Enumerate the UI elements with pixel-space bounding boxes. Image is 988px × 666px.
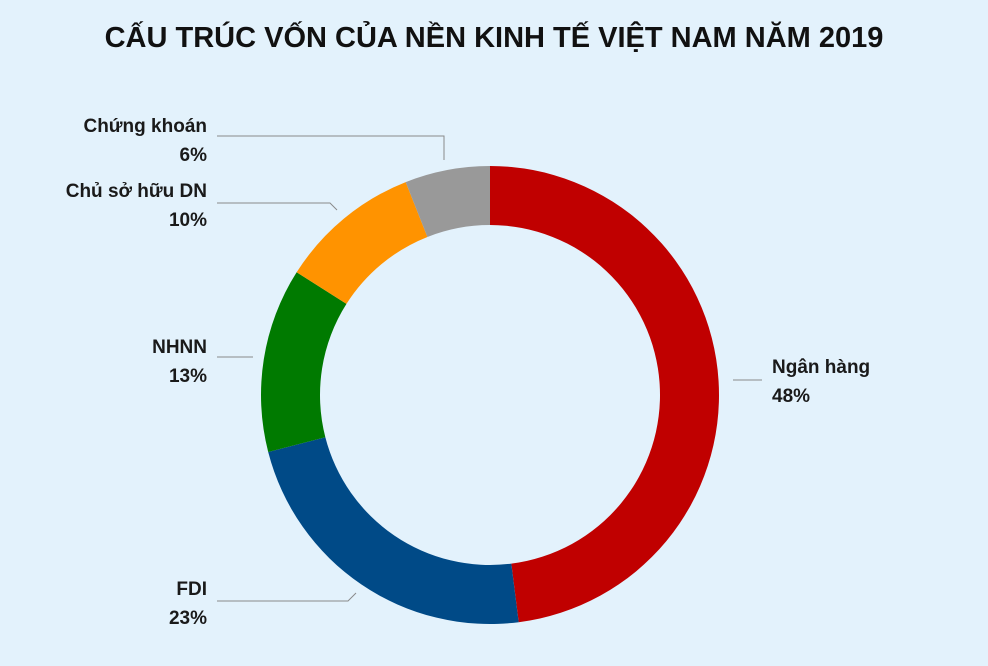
slice-labels: Ngân hàng 48% FDI 23% NHNN 13% Chủ sở hữu DN 10…	[66, 116, 870, 629]
donut-slices	[261, 166, 720, 624]
value-label-nhnn: 13%	[169, 366, 207, 387]
value-label-chung-khoan: 6%	[180, 145, 208, 166]
label-nhnn: NHNN	[152, 337, 207, 358]
value-label-fdi: 23%	[169, 608, 207, 629]
slice-fdi	[268, 437, 519, 624]
slice-ngan-hang	[490, 166, 720, 623]
leader-lines	[217, 135, 762, 602]
label-chung-khoan: Chứng khoán	[83, 116, 207, 137]
slice-chu-so-huu-dn	[296, 182, 428, 304]
chart-title: CẤU TRÚC VỐN CỦA NỀN KINH TẾ VIỆT NAM NĂ…	[104, 22, 884, 54]
leader-line-fdi	[217, 592, 357, 602]
slice-chung-khoan	[405, 166, 490, 237]
label-fdi: FDI	[176, 579, 207, 600]
slice-nhnn	[261, 272, 347, 452]
label-chu-so-huu-dn: Chủ sở hữu DN	[66, 181, 207, 202]
label-ngan-hang: Ngân hàng	[772, 357, 870, 378]
value-label-ngan-hang: 48%	[772, 386, 810, 407]
leader-line-chu-so-huu-dn	[217, 202, 338, 211]
value-label-chu-so-huu-dn: 10%	[169, 210, 207, 231]
leader-line-chung-khoan	[217, 135, 445, 160]
